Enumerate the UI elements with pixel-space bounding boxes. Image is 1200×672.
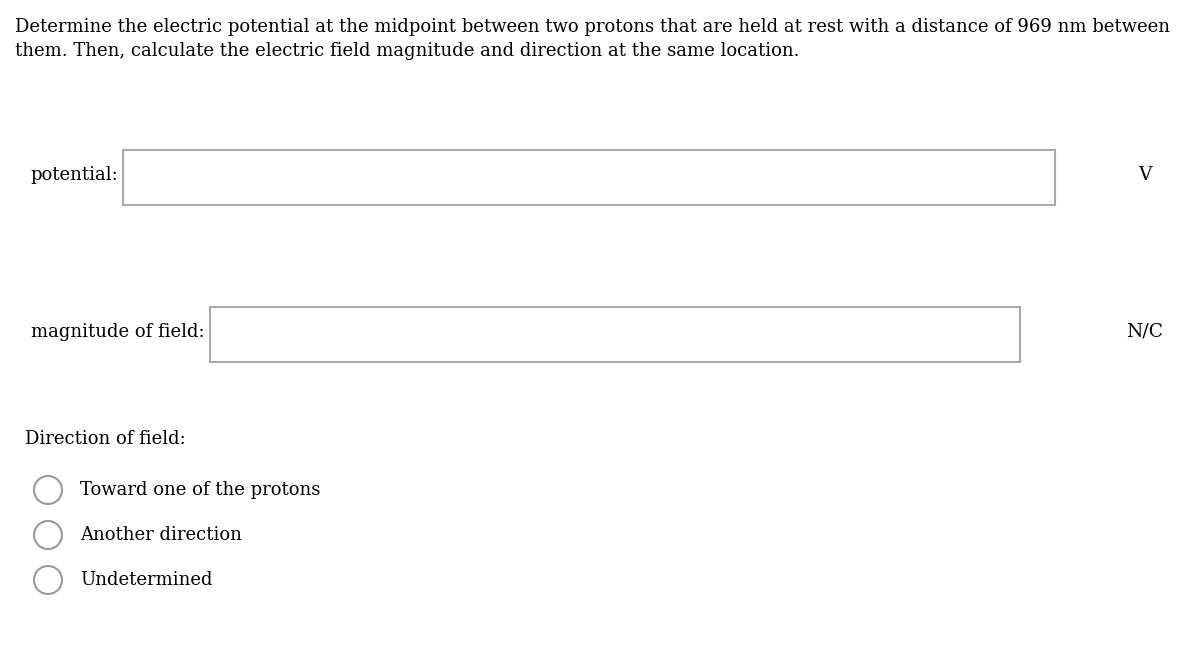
Text: Determine the electric potential at the midpoint between two protons that are he: Determine the electric potential at the …: [14, 18, 1170, 36]
Text: Toward one of the protons: Toward one of the protons: [80, 481, 320, 499]
Text: magnitude of field:: magnitude of field:: [31, 323, 205, 341]
Text: potential:: potential:: [30, 166, 118, 184]
FancyBboxPatch shape: [124, 150, 1055, 205]
Circle shape: [34, 566, 62, 594]
Text: V: V: [1139, 166, 1152, 184]
Circle shape: [34, 476, 62, 504]
Circle shape: [34, 521, 62, 549]
Text: Undetermined: Undetermined: [80, 571, 212, 589]
Text: Direction of field:: Direction of field:: [25, 430, 186, 448]
Text: them. Then, calculate the electric field magnitude and direction at the same loc: them. Then, calculate the electric field…: [14, 42, 799, 60]
Text: Another direction: Another direction: [80, 526, 242, 544]
FancyBboxPatch shape: [210, 307, 1020, 362]
Text: N/C: N/C: [1127, 323, 1164, 341]
